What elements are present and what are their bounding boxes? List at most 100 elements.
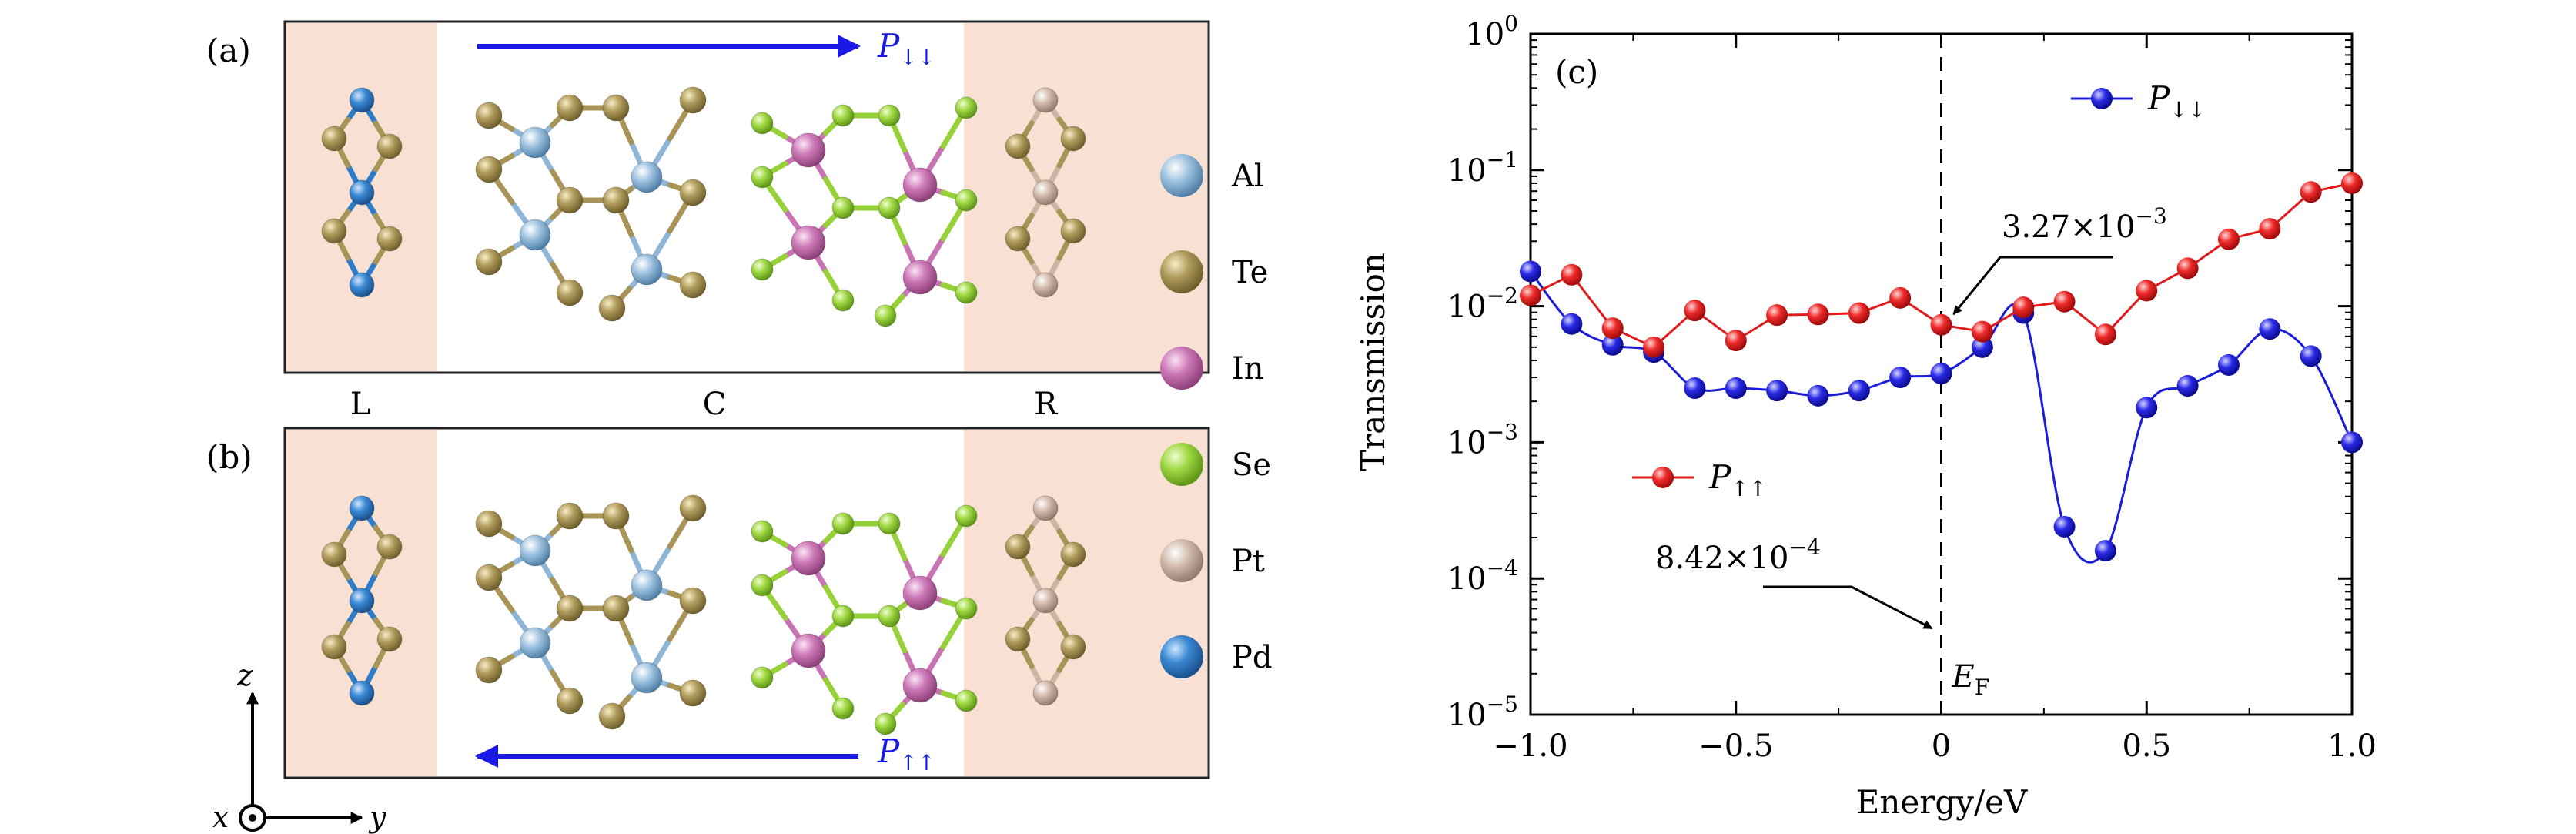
atom-se — [955, 597, 978, 620]
z-axis-label: z — [236, 658, 253, 692]
atom-te — [321, 634, 347, 660]
series-p-downdown-point — [1766, 380, 1788, 402]
series-p-upup-point — [1807, 303, 1829, 326]
atom-se — [955, 689, 978, 712]
atom-te — [321, 218, 347, 244]
y-tick-label: 10−3 — [1447, 419, 1518, 461]
atom-in — [902, 668, 938, 703]
atom-pd — [349, 87, 375, 113]
region-label-left: L — [350, 387, 371, 422]
atom-te — [679, 179, 707, 206]
atom-se — [751, 520, 774, 543]
panel-b-atoms — [321, 494, 1086, 735]
atom-se — [955, 281, 978, 304]
atom-te — [1060, 634, 1086, 660]
series-p-upup-point — [2217, 228, 2240, 250]
atom-se — [751, 258, 774, 281]
series-p-downdown-point — [1848, 380, 1870, 402]
atom-in — [791, 225, 826, 260]
panel-b-right-electrode — [964, 430, 1207, 776]
atom-se — [955, 96, 978, 119]
atom-te — [602, 502, 630, 530]
atom-se — [955, 504, 978, 528]
atom-te — [475, 156, 503, 183]
atom-se — [874, 712, 897, 735]
y-axis-title: Transmission — [1354, 253, 1392, 471]
x-tick-label: 0 — [1932, 728, 1951, 764]
legend-atom-al-label: Al — [1231, 159, 1264, 194]
series-p-downdown-point — [2341, 431, 2363, 454]
atom-te — [475, 248, 503, 276]
atom-pd — [349, 495, 375, 521]
x-tick-label: 1.0 — [2327, 728, 2377, 764]
series-p-upup-point — [1684, 300, 1706, 322]
atom-al — [519, 219, 551, 251]
series-p-downdown-point — [2176, 375, 2199, 397]
series-p-downdown-point — [1601, 333, 1624, 356]
legend-atom-al-swatch — [1160, 154, 1203, 197]
atom-te — [475, 564, 503, 591]
atom-in — [791, 541, 826, 576]
series-p-upup-point — [1561, 263, 1583, 286]
legend-atom-pt-label: Pt — [1232, 544, 1265, 579]
atom-in — [791, 633, 826, 668]
transmission-chart: (c) Transmission Energy/eV 10010−110−210… — [1354, 11, 2377, 821]
atom-te — [1005, 133, 1031, 159]
atom-pt — [1032, 272, 1059, 298]
atom-se — [878, 605, 901, 628]
panel-a-arrow-label: P↓↓ — [877, 27, 935, 70]
fermi-level-label: EF — [1952, 659, 1990, 700]
legend-atom-in-label: In — [1232, 351, 1264, 387]
series-p-upup-point — [1725, 330, 1747, 352]
atom-te — [1060, 126, 1086, 152]
atom-te — [602, 94, 630, 122]
atom-te — [321, 541, 347, 568]
series-p-downdown-point — [1889, 367, 1912, 389]
series-p-upup-point — [1766, 304, 1788, 327]
series-p-downdown-point — [1725, 377, 1747, 400]
series-p-downdown-point — [2300, 345, 2322, 367]
atom-in — [902, 167, 938, 203]
atom-pd — [349, 179, 375, 206]
atom-te — [376, 626, 403, 652]
atom-in — [902, 575, 938, 611]
panel-a-label: (a) — [206, 32, 251, 69]
atom-te — [679, 679, 707, 707]
legend-p-upup-marker — [1652, 467, 1674, 488]
atom-te — [1005, 534, 1031, 560]
series-p-upup-point — [2176, 257, 2199, 280]
y-axis-triad-label: y — [368, 800, 386, 834]
legend-atom-pt-swatch — [1160, 539, 1203, 582]
x-axis-triad-label: x — [212, 800, 229, 834]
series-p-upup-point — [2259, 218, 2281, 240]
atom-pt — [1032, 87, 1059, 113]
panel-b-arrow-label: P↑↑ — [877, 732, 935, 775]
series-p-upup-point — [1930, 313, 1952, 336]
annotation-8-42e-4-arrow — [1763, 585, 1933, 630]
series-p-upup-point — [1889, 286, 1912, 309]
atom-se — [878, 104, 901, 127]
atom-te — [556, 186, 584, 214]
atom-te — [376, 534, 403, 560]
y-tick-label: 10−5 — [1447, 692, 1518, 733]
chart-series — [1520, 172, 2363, 564]
atom-se — [831, 196, 855, 219]
series-p-downdown-point — [1971, 336, 1993, 358]
atom-se — [831, 512, 855, 535]
legend-p-downdown-marker — [2091, 88, 2113, 109]
panel-b-label: (b) — [206, 438, 253, 476]
legend-p-upup-label: P↑↑ — [1708, 458, 1767, 501]
series-p-downdown-point — [2259, 318, 2281, 340]
y-tick-label: 10−2 — [1447, 283, 1518, 325]
atom-se — [878, 196, 901, 219]
legend-atom-in-swatch — [1160, 347, 1203, 390]
atom-al — [631, 253, 663, 286]
atom-pd — [349, 680, 375, 706]
atom-se — [955, 189, 978, 212]
panel-a-right-electrode — [964, 23, 1207, 371]
atom-te — [376, 133, 403, 159]
series-p-downdown-point — [2217, 353, 2240, 376]
atom-pt — [1032, 179, 1059, 206]
x-axis-title: Energy/eV — [1856, 783, 2028, 821]
